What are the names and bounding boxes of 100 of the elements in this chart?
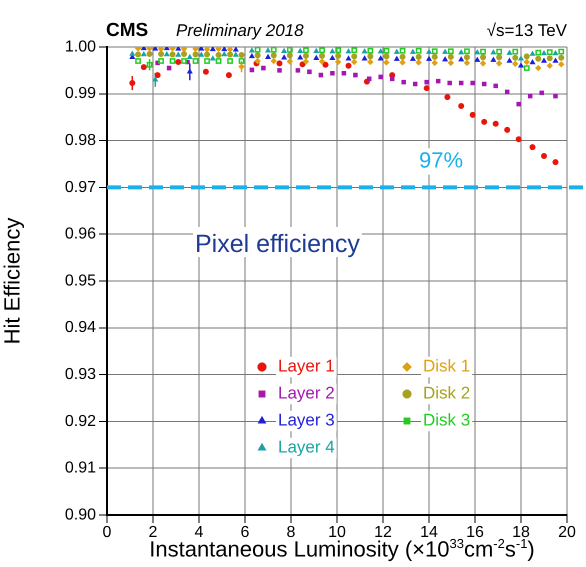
point [482, 82, 486, 86]
point [250, 68, 254, 72]
point [233, 52, 238, 57]
point [227, 51, 234, 58]
annotation: Pixel efficiency [195, 230, 360, 258]
point [154, 72, 161, 78]
legend-label: Disk 2 [423, 384, 470, 403]
point [442, 49, 448, 54]
point [346, 48, 352, 54]
y-tick-label: 0.98 [64, 132, 96, 150]
point [319, 52, 326, 59]
point [458, 50, 464, 54]
legend-label: Disk 1 [423, 356, 470, 376]
point [512, 48, 518, 55]
point [535, 56, 542, 62]
point [504, 90, 510, 94]
point [464, 54, 470, 60]
point [490, 50, 496, 54]
point [447, 80, 452, 86]
point [480, 54, 486, 60]
point [238, 58, 244, 64]
point [558, 54, 564, 61]
point [204, 58, 210, 64]
point [176, 47, 181, 51]
point [535, 65, 542, 72]
y-axis-title: Hit Efficiency [0, 218, 24, 344]
text: √s=13 TeV [486, 21, 568, 40]
point [158, 51, 164, 58]
point [458, 80, 464, 86]
point [384, 48, 390, 54]
point [216, 47, 222, 52]
point [335, 58, 342, 65]
point [546, 62, 553, 69]
point [367, 53, 374, 60]
ref-line-label: 97% [418, 147, 464, 172]
point [416, 59, 422, 66]
point [481, 118, 488, 125]
point [166, 66, 172, 70]
point [181, 51, 188, 58]
point [187, 54, 192, 60]
point [319, 47, 325, 54]
point [216, 58, 222, 64]
y-tick-label: 0.92 [64, 412, 96, 430]
point [181, 47, 188, 52]
point [281, 54, 287, 60]
legend-label: Layer 2 [278, 384, 335, 403]
point [367, 48, 374, 54]
y-tick-label: 0.97 [64, 178, 96, 196]
point [530, 51, 536, 56]
point [518, 56, 524, 60]
point [524, 65, 530, 71]
point [553, 94, 558, 98]
point [135, 58, 141, 64]
point [444, 94, 450, 100]
point [152, 76, 158, 82]
point [146, 51, 153, 58]
point [426, 56, 432, 61]
point [470, 112, 476, 118]
y-tick-label: 0.94 [64, 319, 96, 336]
point [512, 60, 518, 67]
point [383, 59, 390, 66]
point [227, 58, 233, 64]
point [390, 76, 394, 82]
point [298, 54, 303, 60]
point [187, 68, 192, 74]
point [448, 48, 454, 54]
point [175, 58, 182, 65]
point [432, 48, 438, 54]
point [351, 53, 358, 60]
point [424, 85, 430, 92]
point [496, 60, 502, 66]
point [300, 61, 306, 68]
point [129, 80, 136, 86]
point [265, 54, 271, 60]
point [233, 47, 238, 52]
y-tick-label: 0.96 [64, 226, 96, 243]
point [303, 47, 309, 54]
chart-subtitle: Preliminary 2018 [176, 21, 304, 40]
point [394, 56, 400, 61]
point [410, 49, 416, 54]
point [351, 58, 358, 65]
point [442, 56, 448, 62]
point [318, 72, 324, 78]
point [254, 52, 261, 58]
point [400, 59, 406, 66]
point [276, 60, 282, 66]
point [314, 55, 319, 60]
point [170, 51, 176, 58]
point [530, 59, 536, 64]
point [432, 54, 438, 60]
point [222, 47, 227, 52]
point [198, 47, 204, 51]
point [516, 102, 521, 106]
point [506, 58, 512, 63]
point [541, 50, 547, 56]
point [202, 68, 209, 75]
point [458, 102, 464, 109]
point [416, 48, 422, 54]
point [181, 58, 187, 64]
point [480, 48, 486, 55]
